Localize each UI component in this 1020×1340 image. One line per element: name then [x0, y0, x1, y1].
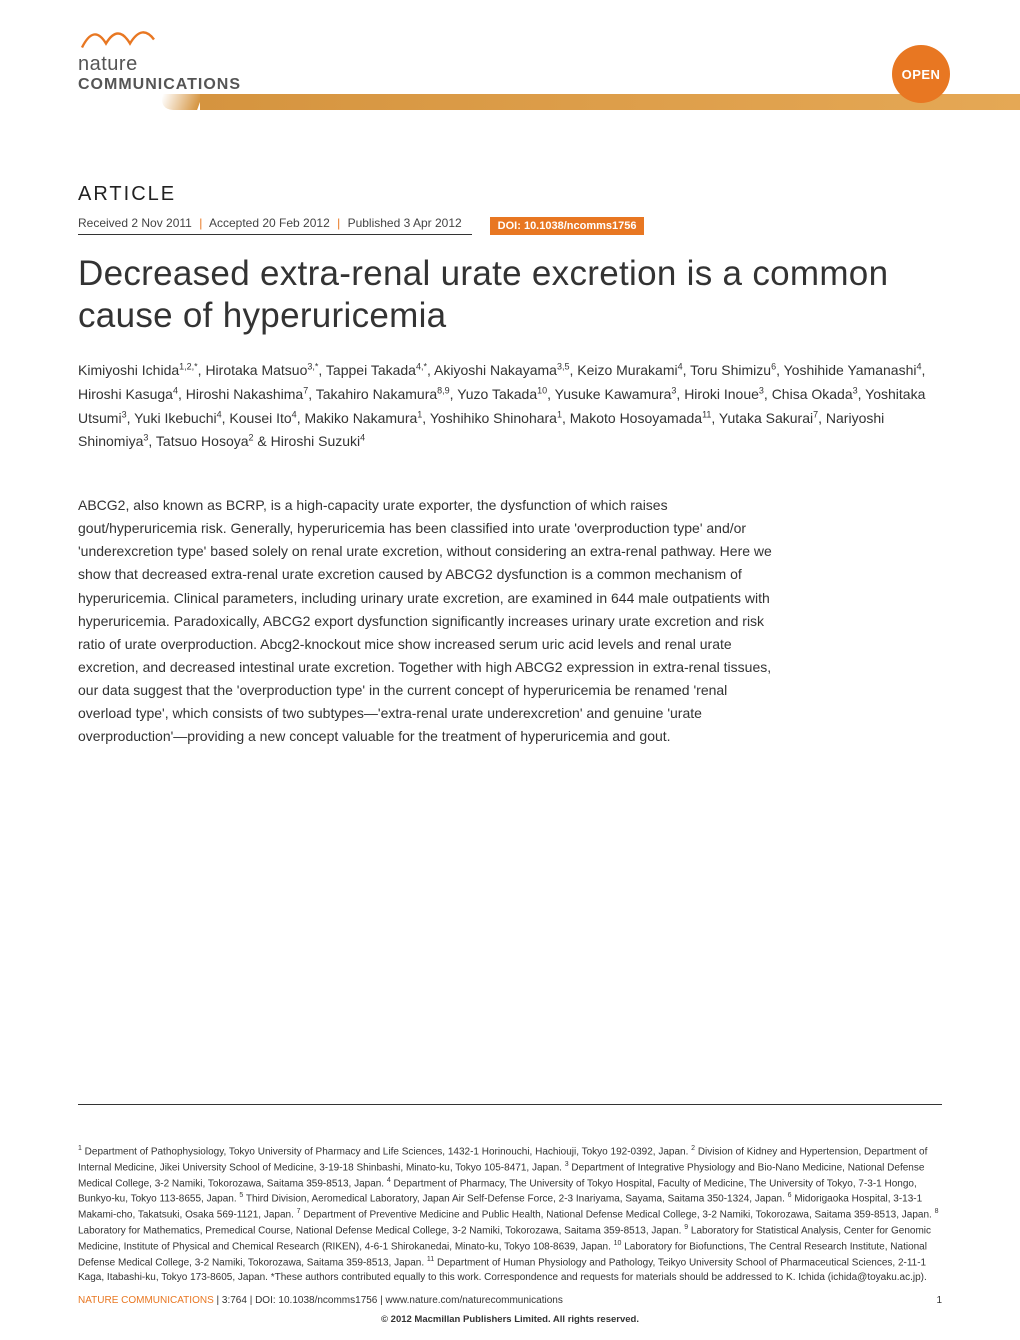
footer-divider — [78, 1104, 942, 1105]
open-access-badge: OPEN — [892, 45, 950, 103]
article-title: Decreased extra-renal urate excretion is… — [78, 253, 942, 337]
article-content: ARTICLE Received 2 Nov 2011 | Accepted 2… — [0, 113, 1020, 748]
date-separator: | — [199, 216, 202, 230]
publication-dates: Received 2 Nov 2011 | Accepted 20 Feb 20… — [78, 216, 472, 235]
author-list: Kimiyoshi Ichida1,2,*, Hirotaka Matsuo3,… — [78, 359, 942, 454]
received-date: Received 2 Nov 2011 — [78, 216, 192, 230]
logo-text-bottom: COMMUNICATIONS — [78, 76, 298, 94]
page-number: 1 — [936, 1295, 942, 1306]
accepted-date: Accepted 20 Feb 2012 — [209, 216, 330, 230]
abstract-text: ABCG2, also known as BCRP, is a high-cap… — [78, 494, 778, 748]
citation-journal: NATURE COMMUNICATIONS — [78, 1295, 214, 1306]
logo-text-top: nature — [78, 53, 298, 76]
doi-badge: DOI: 10.1038/ncomms1756 — [490, 217, 645, 235]
footer-citation: NATURE COMMUNICATIONS | 3:764 | DOI: 10.… — [78, 1295, 942, 1306]
affiliations-block: 1 Department of Pathophysiology, Tokyo U… — [0, 1144, 1020, 1285]
journal-header: nature COMMUNICATIONS OPEN — [0, 0, 1020, 93]
header-stripe — [200, 94, 1020, 110]
copyright-text: © 2012 Macmillan Publishers Limited. All… — [78, 1314, 942, 1325]
page-footer: NATURE COMMUNICATIONS | 3:764 | DOI: 10.… — [0, 1295, 1020, 1340]
logo-swoosh-icon — [78, 18, 158, 53]
article-type-label: ARTICLE — [78, 183, 942, 206]
published-date: Published 3 Apr 2012 — [348, 216, 462, 230]
dates-row: Received 2 Nov 2011 | Accepted 20 Feb 20… — [78, 216, 942, 235]
journal-logo: nature COMMUNICATIONS — [78, 18, 298, 98]
citation-rest: | 3:764 | DOI: 10.1038/ncomms1756 | www.… — [214, 1295, 563, 1306]
date-separator: | — [337, 216, 340, 230]
